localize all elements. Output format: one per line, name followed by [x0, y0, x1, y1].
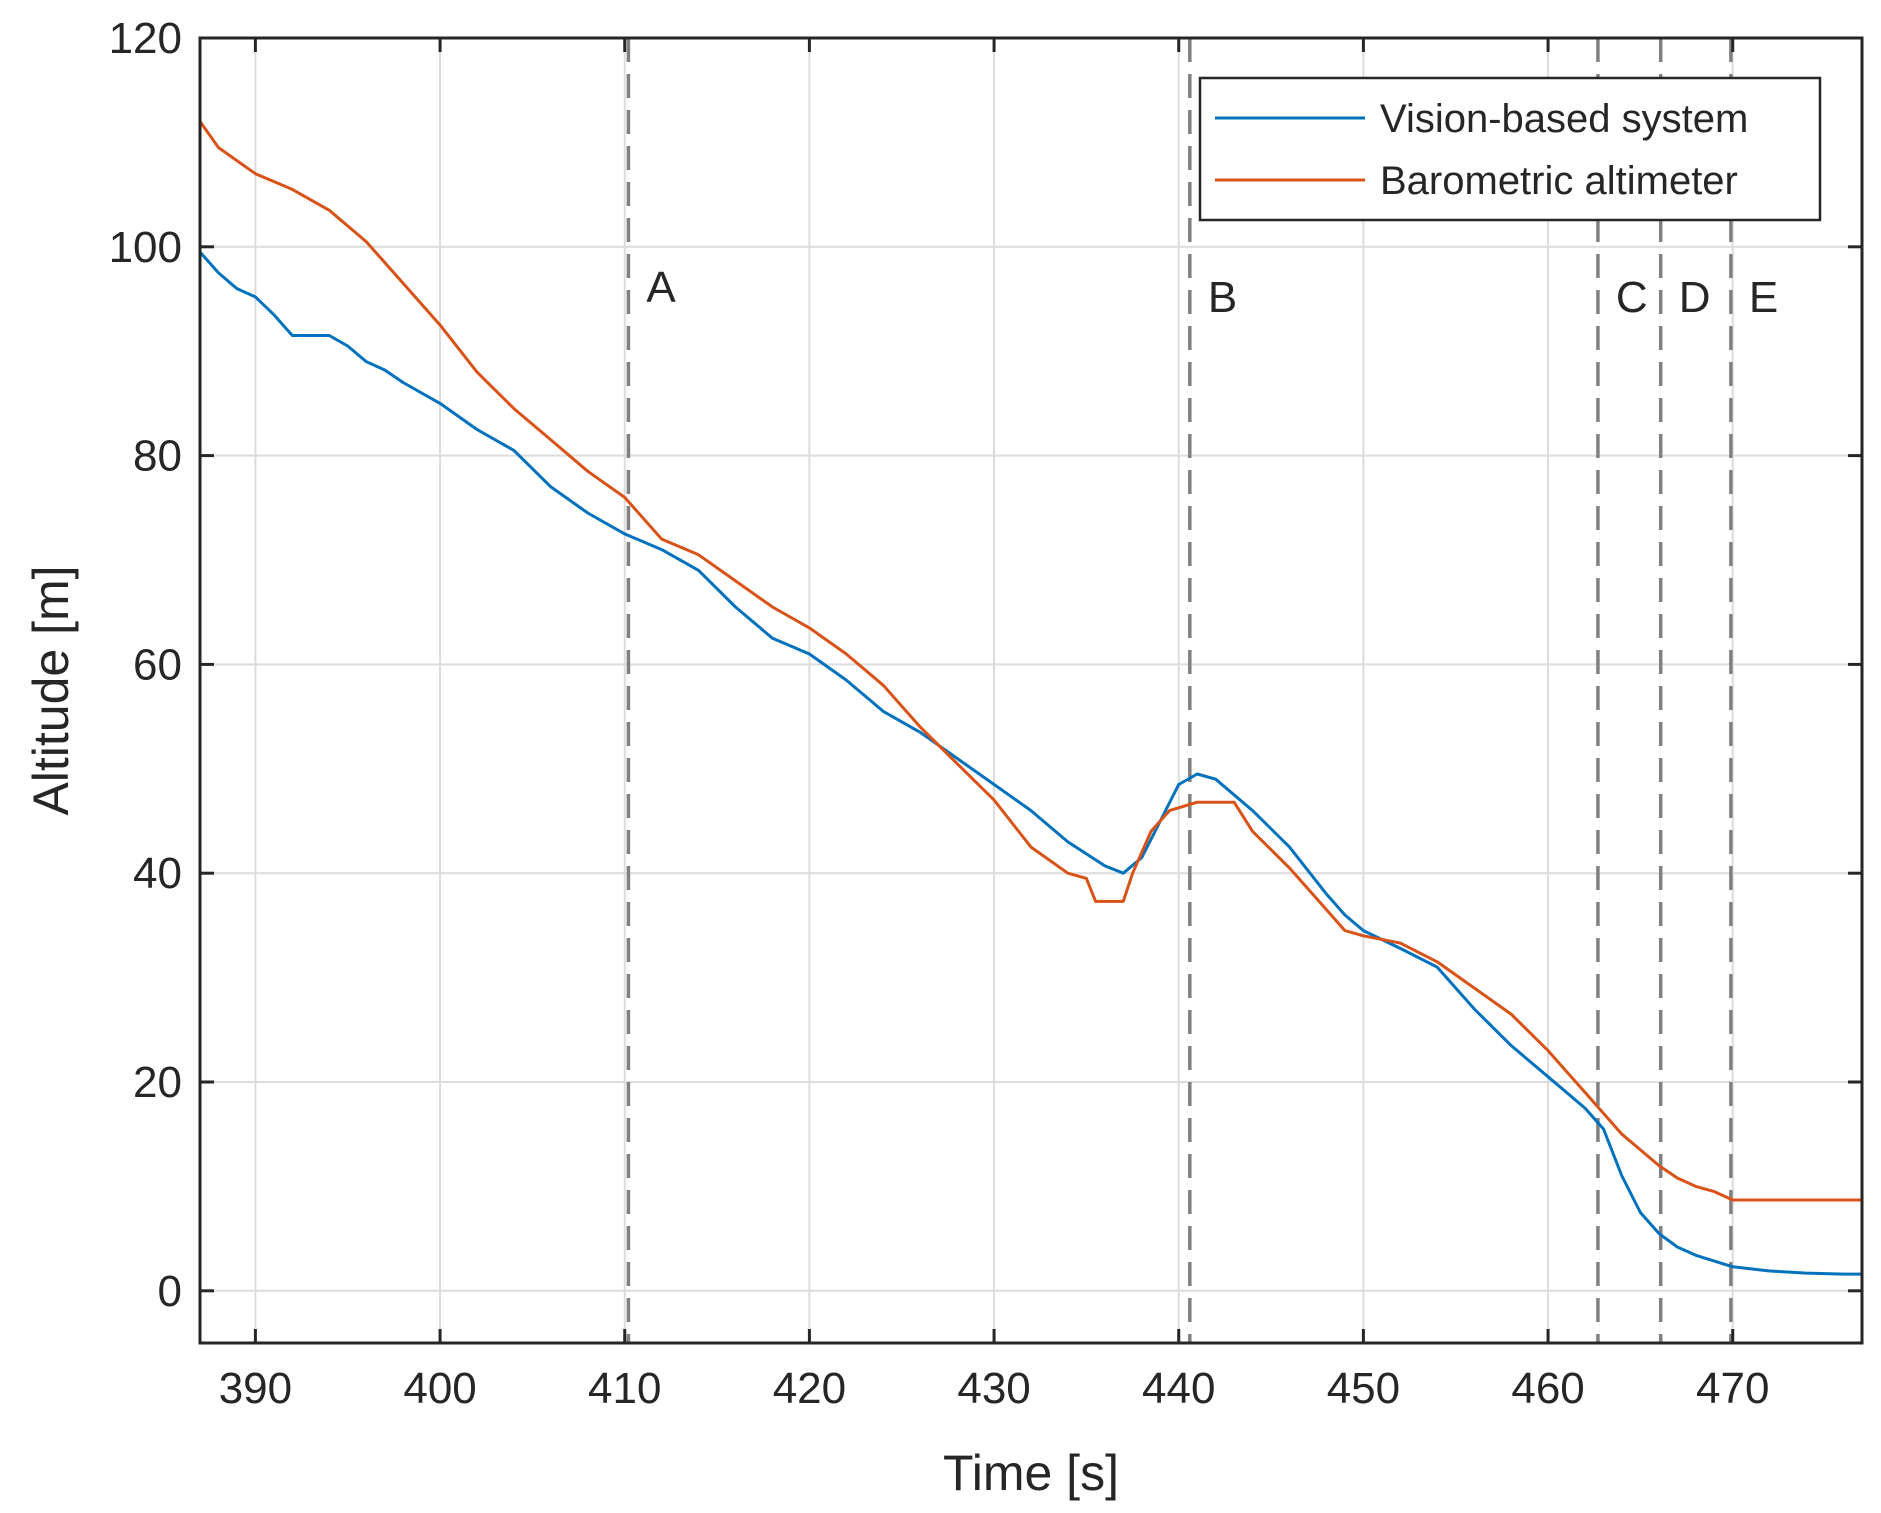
- x-tick-label: 400: [403, 1364, 476, 1413]
- series-lines: [198, 120, 1862, 1276]
- x-tick-label: 420: [773, 1364, 846, 1413]
- event-label-e: E: [1749, 273, 1778, 322]
- event-label-a: A: [646, 263, 676, 312]
- legend: Vision-based system Barometric altimeter: [1198, 76, 1822, 222]
- legend-label-barometric: Barometric altimeter: [1380, 159, 1738, 203]
- y-tick-label: 100: [109, 223, 182, 272]
- event-label-c: C: [1616, 273, 1648, 322]
- x-tick-label: 430: [957, 1364, 1030, 1413]
- x-tick-label: 390: [219, 1364, 292, 1413]
- legend-box: [1198, 76, 1822, 222]
- plot-frame: [198, 36, 1864, 1345]
- y-tick-label: 20: [133, 1058, 182, 1107]
- x-tick-label: 440: [1142, 1364, 1215, 1413]
- y-tick-label: 120: [109, 14, 182, 63]
- legend-label-vision: Vision-based system: [1380, 97, 1748, 141]
- x-tick-label: 450: [1327, 1364, 1400, 1413]
- x-axis-title: Time [s]: [943, 1445, 1119, 1501]
- y-axis-title: Altitude [m]: [23, 565, 79, 815]
- event-label-b: B: [1208, 273, 1237, 322]
- y-tick-label: 60: [133, 640, 182, 689]
- y-tick-label: 0: [158, 1267, 182, 1316]
- x-tick-label: 410: [588, 1364, 661, 1413]
- y-tick-label: 40: [133, 849, 182, 898]
- x-tick-label: 470: [1696, 1364, 1769, 1413]
- event-label-d: D: [1679, 273, 1711, 322]
- ticks: 390 400 410 420 430 440 450 460 470 0 20 40 60 80 100 1…: [109, 14, 1862, 1413]
- x-tick-label: 460: [1511, 1364, 1584, 1413]
- series-line-0: [198, 251, 1862, 1276]
- series-line-1: [198, 120, 1862, 1202]
- grid: [200, 37, 1862, 1343]
- y-tick-label: 80: [133, 432, 182, 481]
